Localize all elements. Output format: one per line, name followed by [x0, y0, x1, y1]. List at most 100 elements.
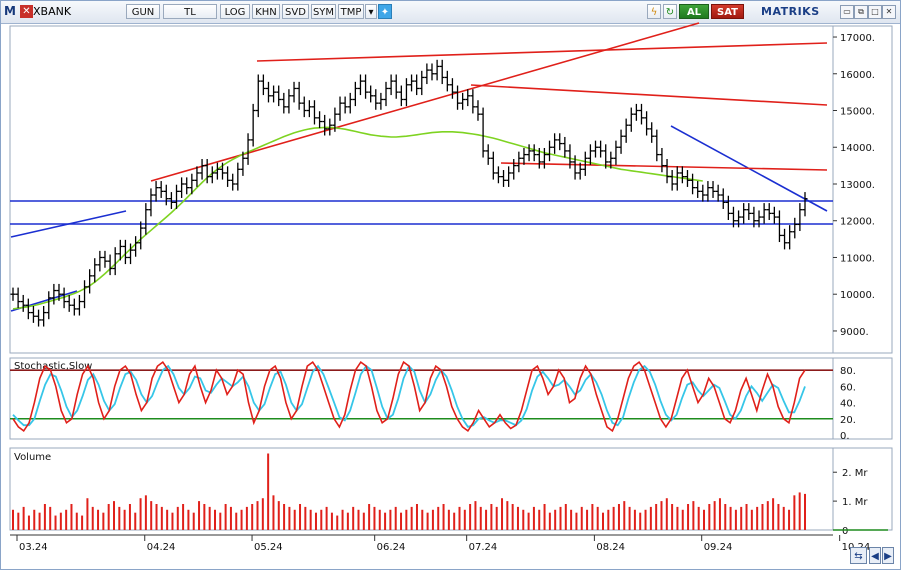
x-axis-tick-label: 04.24 — [147, 542, 176, 553]
price-bar — [30, 305, 36, 323]
price-bar — [143, 203, 149, 235]
scroll-left-icon[interactable]: ◀ — [869, 547, 881, 564]
stochastic-y-tick-label: 60. — [840, 382, 856, 393]
price-y-tick-label: 12000. — [840, 217, 875, 228]
maximize-window-icon[interactable]: □ — [868, 5, 882, 19]
volume-title: Volume — [14, 452, 51, 463]
price-bar — [158, 181, 164, 198]
twitter-icon[interactable]: ✦ — [378, 4, 392, 19]
price-bar — [332, 107, 338, 132]
toolbar-button-sym[interactable]: SYM — [311, 4, 336, 19]
price-bar — [102, 250, 108, 268]
price-bar — [240, 151, 246, 176]
stochastic-y-tick-label: 0. — [840, 431, 850, 442]
price-bar — [649, 122, 655, 143]
price-bar — [311, 100, 317, 125]
price-bar — [388, 74, 394, 96]
toolbar-button-tmp[interactable]: TMP — [338, 4, 364, 19]
toolbar-button-log[interactable]: LOG — [220, 4, 250, 19]
price-bar — [347, 92, 353, 114]
stochastic-k-line — [12, 360, 806, 433]
price-bar — [76, 294, 82, 316]
price-bar — [628, 107, 634, 132]
price-bar — [403, 78, 409, 107]
price-bar — [71, 298, 77, 316]
price-bar — [204, 159, 210, 184]
price-bar — [587, 144, 593, 165]
price-bar — [373, 89, 379, 110]
brand-label: MATRIKS — [761, 5, 820, 18]
price-bar — [490, 151, 496, 180]
price-bar — [506, 166, 512, 187]
x-axis-tick-label: 06.24 — [377, 542, 406, 553]
price-bar — [516, 151, 522, 173]
price-bar — [434, 59, 440, 81]
price-bar — [552, 133, 558, 154]
toolbar-button-svd[interactable]: SVD — [282, 4, 309, 19]
sync-icon[interactable]: ⇆ — [850, 547, 867, 564]
price-bar — [317, 111, 323, 129]
buy-button[interactable]: AL — [679, 4, 709, 19]
price-bar — [214, 162, 220, 180]
price-bar — [225, 166, 231, 187]
scroll-right-icon[interactable]: ▶ — [882, 547, 894, 564]
price-bar — [414, 74, 420, 96]
price-bar — [725, 195, 731, 220]
price-bar — [20, 294, 26, 312]
flash-icon[interactable]: ϟ — [647, 4, 661, 19]
symbol-label[interactable]: XBANK — [33, 5, 72, 18]
price-bar — [179, 177, 185, 198]
price-bar — [301, 96, 307, 118]
price-bar — [281, 92, 287, 114]
price-bar — [613, 140, 619, 165]
price-bar — [138, 221, 144, 250]
price-bar — [761, 203, 767, 224]
price-bar — [475, 100, 481, 121]
price-bar — [230, 173, 236, 191]
toolbar-button-khn[interactable]: KHN — [252, 4, 280, 19]
volume-y-tick-label: 0 — [842, 526, 848, 537]
price-bar — [577, 162, 583, 180]
price-bar — [378, 92, 384, 110]
moving-average-line — [12, 126, 703, 310]
toolbar-button-tl[interactable]: TL — [163, 4, 217, 19]
price-bar — [455, 85, 461, 110]
price-bar — [97, 250, 103, 272]
price-bar — [557, 133, 563, 151]
price-bar — [424, 63, 430, 85]
restore-window-icon[interactable]: ⧉ — [854, 5, 868, 19]
price-bar — [444, 70, 450, 92]
close-symbol-icon[interactable]: ✕ — [20, 5, 33, 18]
price-bar — [368, 85, 374, 103]
price-bar — [623, 118, 629, 143]
dropdown-arrow-icon[interactable]: ▾ — [365, 4, 377, 19]
price-bar — [572, 155, 578, 180]
price-bar — [235, 162, 241, 191]
price-y-tick-label: 16000. — [840, 70, 875, 81]
red-support-line — [500, 162, 828, 171]
price-bar — [787, 225, 793, 250]
price-bar — [439, 59, 445, 85]
close-window-icon[interactable]: ✕ — [882, 5, 896, 19]
price-bar — [547, 140, 553, 162]
refresh-icon[interactable]: ↻ — [663, 4, 677, 19]
price-bar — [664, 159, 670, 184]
sell-button[interactable]: SAT — [711, 4, 744, 19]
price-y-tick-label: 14000. — [840, 143, 875, 154]
price-bar — [41, 305, 47, 327]
toolbar-button-gun[interactable]: GUN — [126, 4, 160, 19]
price-panel-frame-axis — [832, 25, 893, 354]
price-bar — [199, 159, 205, 180]
x-axis-tick-label: 08.24 — [596, 542, 625, 553]
price-bar — [802, 192, 808, 217]
price-bar — [10, 287, 16, 301]
x-axis-tick-label: 05.24 — [254, 542, 283, 553]
minimize-window-icon[interactable]: ▭ — [840, 5, 854, 19]
x-axis-tick-label: 07.24 — [469, 542, 498, 553]
price-bar — [593, 140, 599, 158]
price-bar — [174, 184, 180, 209]
price-bar — [209, 166, 215, 184]
price-bar — [107, 254, 113, 276]
price-bar — [695, 181, 701, 198]
